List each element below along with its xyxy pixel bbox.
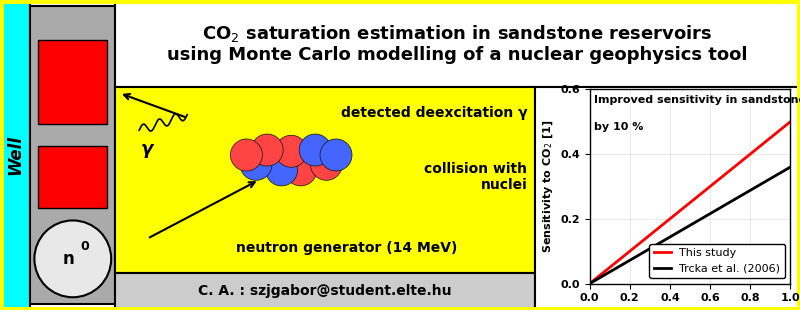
Bar [38,146,107,208]
Ellipse shape [310,148,342,180]
Ellipse shape [275,135,307,167]
Text: collision with
nuclei: collision with nuclei [424,162,527,192]
Ellipse shape [266,154,298,186]
Text: by 10 %: by 10 % [594,122,643,132]
Ellipse shape [320,139,352,171]
Text: detected deexcitation γ: detected deexcitation γ [341,106,527,120]
Ellipse shape [34,220,111,297]
Ellipse shape [256,143,288,175]
Bar [115,87,535,273]
Ellipse shape [275,145,307,177]
Text: Well: Well [6,135,24,175]
Text: Improved sensitivity in sandstone: Improved sensitivity in sandstone [594,95,800,105]
Ellipse shape [230,139,262,171]
Text: 0: 0 [81,240,89,253]
Ellipse shape [240,148,272,180]
Text: neutron generator (14 MeV): neutron generator (14 MeV) [235,241,457,255]
Text: n: n [63,250,74,268]
Ellipse shape [285,154,317,186]
Text: γ: γ [141,140,154,158]
X-axis label: CO$_2$ saturation in reservoir rock [1]: CO$_2$ saturation in reservoir rock [1] [579,309,800,310]
Bar [115,273,535,310]
Legend: This study, Trcka et al. (2006): This study, Trcka et al. (2006) [650,244,785,278]
Ellipse shape [294,143,326,175]
Ellipse shape [251,134,283,166]
Bar [0,0,30,310]
Bar [38,40,107,124]
Bar [535,87,800,310]
Bar [115,0,800,87]
Ellipse shape [299,134,331,166]
Y-axis label: Sensitivity to CO$_2$ [1]: Sensitivity to CO$_2$ [1] [541,120,554,253]
Text: CO$_2$ saturation estimation in sandstone reservoirs
using Monte Carlo modelling: CO$_2$ saturation estimation in sandston… [167,23,748,64]
Bar [30,6,115,304]
Text: C. A. : szjgabor@student.elte.hu: C. A. : szjgabor@student.elte.hu [198,284,452,299]
